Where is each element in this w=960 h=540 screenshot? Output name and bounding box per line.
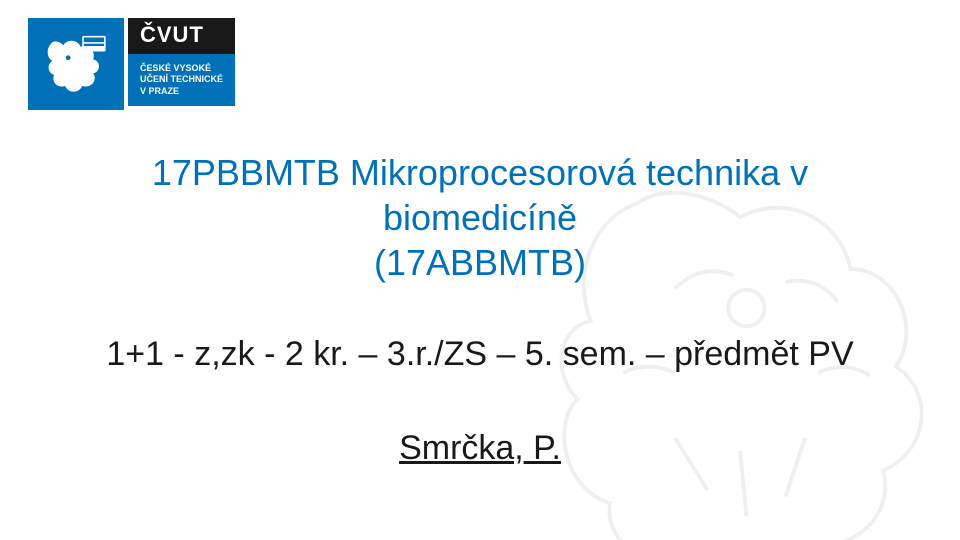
cvut-logo-emblem <box>28 18 124 110</box>
title-line1: 17PBBMTB Mikroprocesorová technika v <box>152 152 808 193</box>
cvut-logo: ČVUT ČESKÉ VYSOKÉ UČENÍ TECHNICKÉ V PRAZ… <box>28 18 235 110</box>
cvut-logo-text: ČVUT ČESKÉ VYSOKÉ UČENÍ TECHNICKÉ V PRAZ… <box>128 18 235 110</box>
cvut-sub-line1: ČESKÉ VYSOKÉ <box>140 63 223 74</box>
cvut-abbr: ČVUT <box>128 18 235 54</box>
cvut-sub-line2: UČENÍ TECHNICKÉ <box>140 74 223 85</box>
course-info: 1+1 - z,zk - 2 kr. – 3.r./ZS – 5. sem. –… <box>20 335 940 374</box>
lion-emblem-icon <box>37 25 115 103</box>
slide-content: 17PBBMTB Mikroprocesorová technika v bio… <box>0 150 960 468</box>
course-title: 17PBBMTB Mikroprocesorová technika v bio… <box>60 150 900 285</box>
title-line2: biomedicíně <box>383 197 577 238</box>
cvut-fullname: ČESKÉ VYSOKÉ UČENÍ TECHNICKÉ V PRAZE <box>128 54 235 106</box>
title-line3: (17ABBMTB) <box>374 242 586 283</box>
course-author: Smrčka, P. <box>0 429 960 468</box>
cvut-sub-line3: V PRAZE <box>140 86 223 97</box>
